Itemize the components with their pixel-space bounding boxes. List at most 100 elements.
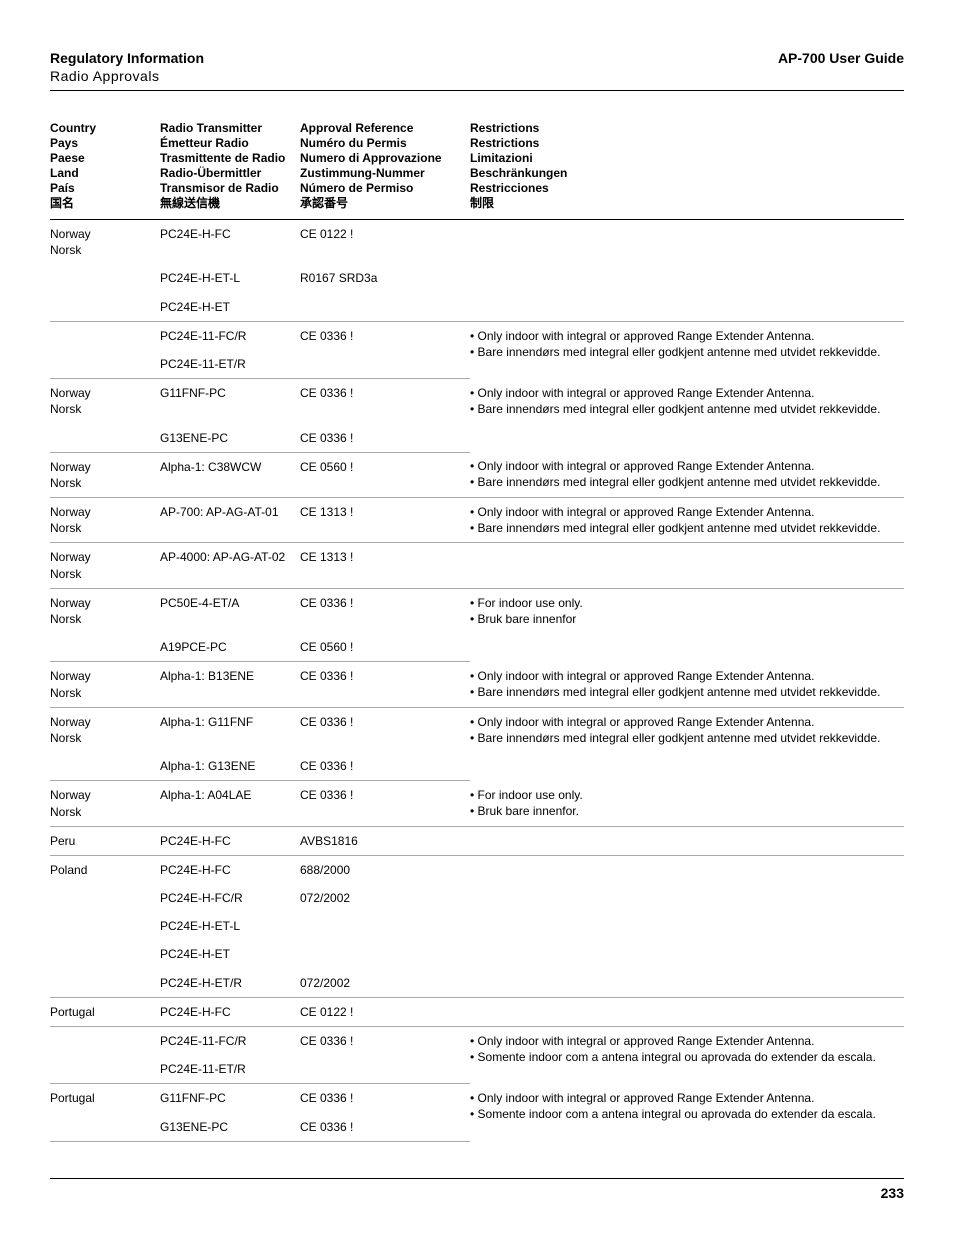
cell-approval: CE 1313 ! [300, 498, 470, 543]
cell-transmitter: PC24E-11-ET/R [160, 350, 300, 379]
cell-restrictions [470, 884, 904, 912]
cell-restrictions [470, 264, 904, 292]
cell-country [50, 969, 160, 998]
page-header: Regulatory Information Radio Approvals A… [50, 50, 904, 84]
cell-restrictions: • Only indoor with integral or approved … [470, 707, 904, 781]
section-title: Regulatory Information [50, 50, 204, 66]
table-row: PC24E-H-ET/R072/2002 [50, 969, 904, 998]
page-number: 233 [50, 1185, 904, 1201]
cell-transmitter: PC24E-H-ET/R [160, 969, 300, 998]
table-row: PC24E-H-FC/R072/2002 [50, 884, 904, 912]
cell-country [50, 264, 160, 292]
cell-approval [300, 940, 470, 968]
cell-country: NorwayNorsk [50, 498, 160, 543]
cell-approval: AVBS1816 [300, 826, 470, 855]
cell-country: Poland [50, 855, 160, 884]
cell-transmitter: A19PCE-PC [160, 633, 300, 662]
cell-approval: CE 0336 ! [300, 707, 470, 752]
cell-approval: CE 0336 ! [300, 379, 470, 424]
cell-country: NorwayNorsk [50, 379, 160, 424]
cell-country [50, 1055, 160, 1084]
cell-country: NorwayNorsk [50, 452, 160, 497]
cell-transmitter: Alpha-1: G11FNF [160, 707, 300, 752]
cell-approval: CE 0336 ! [300, 321, 470, 350]
table-row: PeruPC24E-H-FCAVBS1816 [50, 826, 904, 855]
table-row: PC24E-H-ET [50, 940, 904, 968]
cell-country [50, 633, 160, 662]
cell-transmitter: AP-700: AP-AG-AT-01 [160, 498, 300, 543]
cell-transmitter: PC24E-H-ET-L [160, 912, 300, 940]
table-body: NorwayNorskPC24E-H-FCCE 0122 !PC24E-H-ET… [50, 220, 904, 1142]
table-header-row: CountryPaysPaeseLandPaís国名 Radio Transmi… [50, 115, 904, 220]
cell-transmitter: Alpha-1: B13ENE [160, 662, 300, 707]
col-header-restrictions: RestrictionsRestrictionsLimitazioniBesch… [470, 115, 904, 220]
cell-transmitter: PC50E-4-ET/A [160, 588, 300, 633]
cell-transmitter: PC24E-11-ET/R [160, 1055, 300, 1084]
cell-approval [300, 350, 470, 379]
table-row: NorwayNorskPC50E-4-ET/ACE 0336 !• For in… [50, 588, 904, 633]
cell-country: Portugal [50, 997, 160, 1026]
cell-restrictions [470, 940, 904, 968]
cell-country: NorwayNorsk [50, 662, 160, 707]
section-subtitle: Radio Approvals [50, 68, 204, 84]
cell-country [50, 350, 160, 379]
cell-approval: CE 0336 ! [300, 1084, 470, 1113]
cell-country [50, 293, 160, 322]
cell-country: NorwayNorsk [50, 220, 160, 265]
table-row: PC24E-H-ET [50, 293, 904, 322]
cell-approval: CE 1313 ! [300, 543, 470, 588]
cell-approval [300, 1055, 470, 1084]
cell-transmitter: PC24E-H-FC [160, 826, 300, 855]
table-row: PC24E-H-ET-L [50, 912, 904, 940]
cell-country: NorwayNorsk [50, 781, 160, 826]
cell-transmitter: AP-4000: AP-AG-AT-02 [160, 543, 300, 588]
cell-approval: CE 0336 ! [300, 1113, 470, 1142]
table-row: NorwayNorskPC24E-H-FCCE 0122 ! [50, 220, 904, 265]
cell-restrictions: • Only indoor with integral or approved … [470, 321, 904, 378]
cell-country [50, 424, 160, 453]
cell-transmitter: PC24E-H-ET [160, 940, 300, 968]
table-row: PolandPC24E-H-FC688/2000 [50, 855, 904, 884]
cell-restrictions: • For indoor use only.• Bruk bare innenf… [470, 781, 904, 826]
table-row: NorwayNorskAlpha-1: A04LAECE 0336 !• For… [50, 781, 904, 826]
guide-name: AP-700 User Guide [778, 50, 904, 66]
header-rule [50, 90, 904, 91]
cell-approval: CE 0336 ! [300, 662, 470, 707]
cell-restrictions [470, 969, 904, 998]
cell-approval: 072/2002 [300, 884, 470, 912]
table-row: PC24E-11-FC/RCE 0336 !• Only indoor with… [50, 321, 904, 350]
cell-transmitter: PC24E-H-FC [160, 855, 300, 884]
cell-restrictions [470, 293, 904, 322]
table-row: NorwayNorskAlpha-1: C38WCWCE 0560 !• Onl… [50, 452, 904, 497]
cell-restrictions [470, 912, 904, 940]
cell-restrictions: • Only indoor with integral or approved … [470, 1084, 904, 1141]
cell-approval: CE 0336 ! [300, 424, 470, 453]
cell-approval: CE 0336 ! [300, 1027, 470, 1056]
cell-country [50, 912, 160, 940]
cell-approval: CE 0336 ! [300, 781, 470, 826]
cell-approval [300, 912, 470, 940]
cell-approval: CE 0336 ! [300, 752, 470, 781]
cell-restrictions: • Only indoor with integral or approved … [470, 1027, 904, 1084]
cell-country [50, 940, 160, 968]
cell-transmitter: PC24E-11-FC/R [160, 1027, 300, 1056]
cell-country: NorwayNorsk [50, 707, 160, 752]
cell-country: NorwayNorsk [50, 543, 160, 588]
cell-transmitter: Alpha-1: A04LAE [160, 781, 300, 826]
cell-country: NorwayNorsk [50, 588, 160, 633]
cell-transmitter: PC24E-H-FC [160, 220, 300, 265]
table-row: NorwayNorskAP-700: AP-AG-AT-01CE 1313 !•… [50, 498, 904, 543]
cell-transmitter: PC24E-11-FC/R [160, 321, 300, 350]
col-header-country: CountryPaysPaeseLandPaís国名 [50, 115, 160, 220]
cell-restrictions [470, 543, 904, 588]
cell-restrictions: • For indoor use only.• Bruk bare innenf… [470, 588, 904, 662]
cell-approval: 688/2000 [300, 855, 470, 884]
cell-restrictions [470, 826, 904, 855]
cell-transmitter: PC24E-H-ET-L [160, 264, 300, 292]
cell-approval: 072/2002 [300, 969, 470, 998]
cell-approval: CE 0560 ! [300, 633, 470, 662]
table-row: PC24E-11-FC/RCE 0336 !• Only indoor with… [50, 1027, 904, 1056]
cell-approval [300, 293, 470, 322]
cell-approval: CE 0122 ! [300, 997, 470, 1026]
approvals-table: CountryPaysPaeseLandPaís国名 Radio Transmi… [50, 115, 904, 1142]
